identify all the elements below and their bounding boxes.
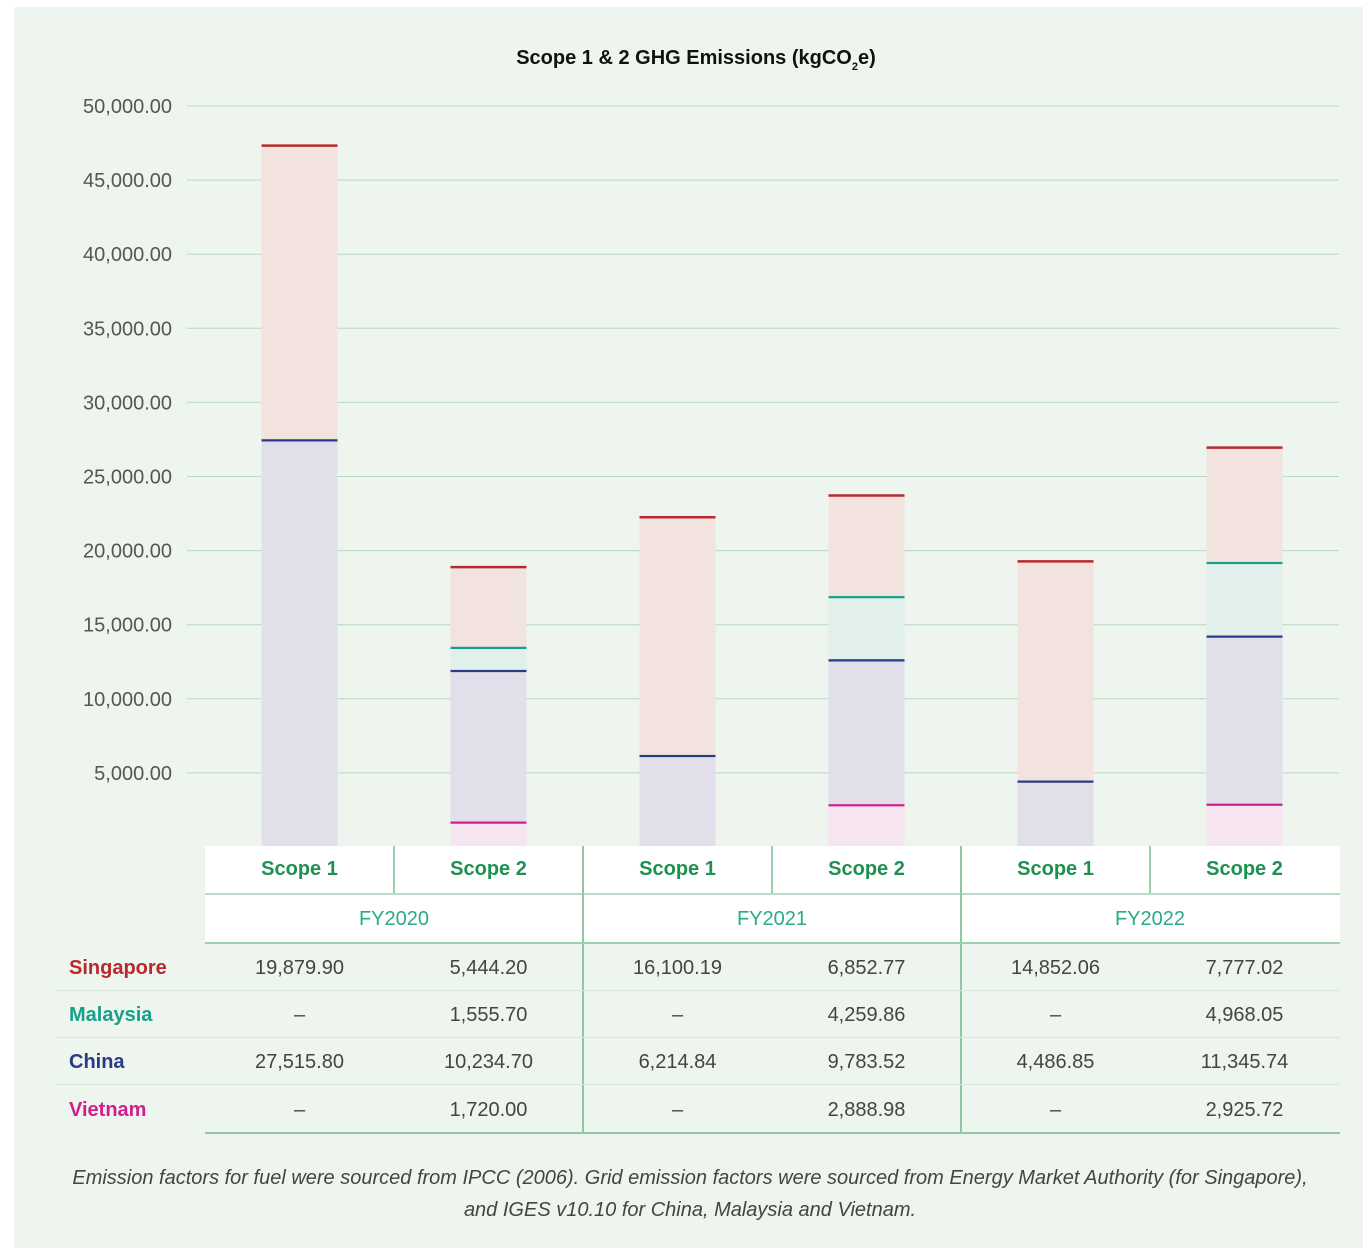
bar-segment-singapore	[450, 566, 527, 647]
bar-segment-singapore	[261, 144, 338, 440]
bar-segment-vietnam	[450, 821, 527, 847]
bar-segment-malaysia	[450, 646, 527, 670]
y-tick-label: 10,000.00	[83, 689, 172, 711]
y-tick-label: 25,000.00	[83, 467, 172, 489]
bar-segment-malaysia	[1206, 561, 1283, 636]
bar-segment-singapore	[1017, 560, 1094, 781]
y-tick-label: 20,000.00	[83, 541, 172, 563]
bar-segment-china	[261, 439, 338, 847]
y-tick-label: 50,000.00	[83, 96, 172, 118]
stacked-bar-chart: Scope 1 & 2 GHG Emissions (kgCO2e) 5,000…	[83, 47, 1339, 847]
gridlines	[187, 105, 1339, 774]
bar-segment-singapore	[828, 494, 905, 597]
y-axis-tick-labels: 5,000.00 10,000.00 15,000.00 20,000.00 25,00…	[83, 96, 172, 785]
bars	[261, 144, 1283, 847]
bar-segment-china	[1017, 780, 1094, 847]
y-tick-label: 35,000.00	[83, 318, 172, 340]
chart-title: Scope 1 & 2 GHG Emissions (kgCO2e)	[516, 47, 876, 73]
y-tick-label: 30,000.00	[83, 392, 172, 414]
bar-segment-vietnam	[1206, 803, 1283, 847]
y-tick-label: 45,000.00	[83, 170, 172, 192]
bar-segment-vietnam	[828, 804, 905, 847]
footnote: Emission factors for fuel were sourced f…	[72, 1167, 1308, 1221]
bar-segment-china	[639, 754, 716, 847]
bar-segment-singapore	[1206, 446, 1283, 562]
bar-segment-singapore	[639, 516, 716, 755]
bar-segment-china	[828, 659, 905, 805]
bar-segment-china	[450, 669, 527, 822]
y-tick-label: 40,000.00	[83, 244, 172, 266]
y-tick-label: 15,000.00	[83, 615, 172, 637]
bar-segment-china	[1206, 635, 1283, 804]
y-tick-label: 5,000.00	[94, 763, 172, 785]
bar-segment-malaysia	[828, 596, 905, 660]
